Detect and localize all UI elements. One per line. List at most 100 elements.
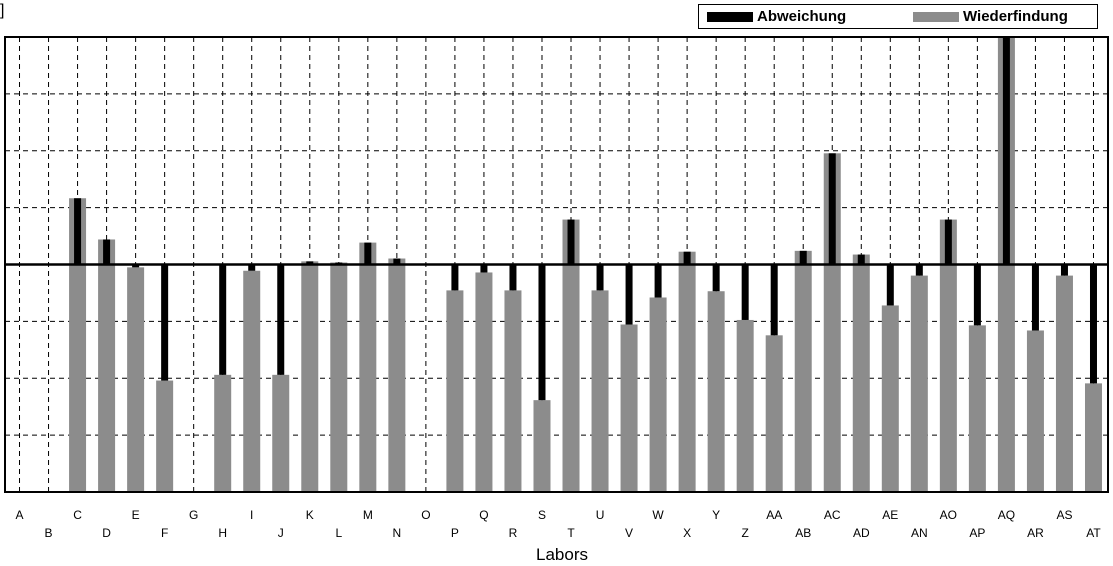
bar-abweichung xyxy=(161,264,169,381)
x-tick-label: C xyxy=(73,508,82,522)
bar-abweichung xyxy=(770,264,778,336)
chart-legend: Abweichung Wiederfindung xyxy=(698,4,1098,29)
x-tick-label: J xyxy=(278,526,284,540)
bar-abweichung xyxy=(1089,264,1097,384)
x-tick-label: AN xyxy=(911,526,928,540)
x-tick-label: O xyxy=(421,508,430,522)
bar-wiederfindung xyxy=(910,275,928,492)
bar-wiederfindung xyxy=(736,319,754,492)
legend-item-abweichung: Abweichung xyxy=(707,8,846,25)
bar-abweichung xyxy=(712,264,720,292)
x-tick-label: X xyxy=(683,526,691,540)
bar-wiederfindung xyxy=(881,305,899,492)
x-tick-label: AQ xyxy=(998,508,1015,522)
x-tick-label: AT xyxy=(1086,526,1101,540)
bar-wiederfindung xyxy=(852,254,870,492)
x-tick-label: S xyxy=(538,508,546,522)
bar-wiederfindung xyxy=(620,324,638,492)
bar-wiederfindung xyxy=(359,242,377,492)
bar-wiederfindung xyxy=(823,153,841,492)
x-tick-label: W xyxy=(652,508,664,522)
bar-abweichung xyxy=(74,198,82,265)
bar-abweichung xyxy=(132,264,140,268)
label-layer: ABCDEFGHIJKLMNOPQRSTUVWXYZAAABACADAEANAO… xyxy=(16,508,1102,540)
x-tick-label: G xyxy=(189,508,198,522)
bar-abweichung xyxy=(741,264,749,320)
bar-wiederfindung xyxy=(272,374,290,492)
bar-abweichung xyxy=(973,264,981,326)
bar-abweichung xyxy=(509,264,517,291)
bar-abweichung xyxy=(1060,264,1068,276)
x-tick-label: M xyxy=(363,508,373,522)
bar-wiederfindung xyxy=(533,400,551,492)
bar-abweichung xyxy=(277,264,285,375)
bar-abweichung xyxy=(451,264,459,291)
bar-wiederfindung xyxy=(301,261,319,492)
bar-wiederfindung xyxy=(678,251,696,492)
x-tick-label: AE xyxy=(882,508,898,522)
bar-wiederfindung xyxy=(649,297,667,492)
x-tick-label: Y xyxy=(712,508,720,522)
bar-wiederfindung xyxy=(388,258,406,492)
x-tick-label: AP xyxy=(969,526,985,540)
bar-wiederfindung xyxy=(127,267,145,492)
bar-wiederfindung xyxy=(243,270,261,492)
bar-wiederfindung xyxy=(214,374,232,492)
x-tick-label: I xyxy=(250,508,253,522)
x-tick-label: R xyxy=(509,526,518,540)
legend-item-wiederfindung: Wiederfindung xyxy=(913,8,1068,25)
corner-mark: ] xyxy=(0,2,5,19)
x-tick-label: L xyxy=(335,526,342,540)
x-tick-label: F xyxy=(161,526,168,540)
bar-abweichung xyxy=(625,264,633,325)
bar-abweichung xyxy=(683,251,691,265)
x-tick-label: AB xyxy=(795,526,811,540)
bar-wiederfindung xyxy=(794,250,812,492)
x-tick-label: AD xyxy=(853,526,870,540)
bar-abweichung xyxy=(915,264,923,276)
bar-wiederfindung xyxy=(475,272,493,492)
bar-wiederfindung xyxy=(707,291,725,492)
bar-abweichung xyxy=(944,219,952,265)
legend-label-abweichung: Abweichung xyxy=(757,8,847,25)
bar-abweichung xyxy=(654,264,662,298)
bar-wiederfindung xyxy=(562,219,580,492)
bar-wiederfindung xyxy=(1026,330,1044,492)
x-tick-label: N xyxy=(393,526,402,540)
bar-wiederfindung xyxy=(446,290,464,492)
x-tick-label: AS xyxy=(1056,508,1072,522)
x-tick-label: Z xyxy=(741,526,748,540)
x-tick-label: Q xyxy=(479,508,488,522)
x-tick-label: AA xyxy=(766,508,782,522)
bar-abweichung xyxy=(219,264,227,375)
legend-label-wiederfindung: Wiederfindung xyxy=(963,8,1068,25)
x-tick-label: D xyxy=(102,526,111,540)
legend-swatch-abweichung xyxy=(707,11,753,22)
bar-wiederfindung xyxy=(330,262,348,492)
x-axis-title: Labors xyxy=(536,545,588,564)
x-tick-label: AO xyxy=(940,508,957,522)
bar-abweichung xyxy=(567,219,575,265)
plot-frame xyxy=(4,36,1109,493)
bar-wiederfindung xyxy=(591,290,609,492)
x-tick-label: K xyxy=(306,508,314,522)
x-tick-label: A xyxy=(16,508,24,522)
bar-abweichung xyxy=(1002,37,1010,265)
x-tick-label: B xyxy=(45,526,53,540)
bar-abweichung xyxy=(857,254,865,265)
bar-wiederfindung xyxy=(765,335,783,492)
bar-abweichung xyxy=(828,153,836,265)
x-tick-label: U xyxy=(596,508,605,522)
bar-abweichung xyxy=(886,264,894,306)
bar-abweichung xyxy=(480,264,488,273)
x-tick-label: T xyxy=(567,526,575,540)
x-tick-label: P xyxy=(451,526,459,540)
bar-wiederfindung xyxy=(156,380,174,492)
legend-swatch-wiederfindung xyxy=(913,11,959,22)
x-tick-label: AC xyxy=(824,508,841,522)
x-tick-label: H xyxy=(218,526,227,540)
bar-wiederfindung xyxy=(939,219,957,492)
x-tick-label: V xyxy=(625,526,633,540)
bar-abweichung xyxy=(103,239,111,265)
